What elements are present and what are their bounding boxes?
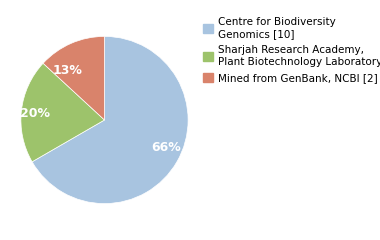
Text: 20%: 20% [21, 108, 51, 120]
Text: 13%: 13% [53, 64, 83, 77]
Wedge shape [43, 36, 104, 120]
Text: 66%: 66% [152, 141, 181, 154]
Legend: Centre for Biodiversity
Genomics [10], Sharjah Research Academy,
Plant Biotechno: Centre for Biodiversity Genomics [10], S… [203, 17, 380, 83]
Wedge shape [32, 36, 188, 204]
Wedge shape [21, 63, 104, 162]
